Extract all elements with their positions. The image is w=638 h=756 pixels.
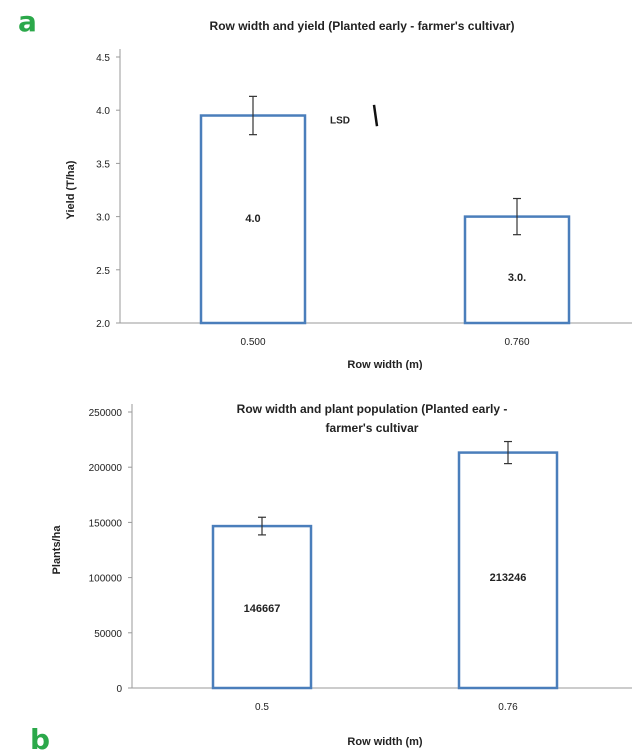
b-chart-title: farmer's cultivar — [326, 421, 419, 435]
a-y-tick-label: 2.5 — [96, 266, 110, 277]
b-y-tick-label: 200000 — [89, 463, 123, 474]
chart-yield: Row width and yield (Planted early - far… — [65, 19, 632, 370]
b-y-tick-label: 150000 — [89, 518, 123, 529]
a-bar — [199, 114, 307, 325]
b-bar — [211, 524, 313, 690]
b-y-tick-label: 0 — [116, 684, 122, 695]
b-y-tick-label: 100000 — [89, 574, 123, 585]
a-y-tick-label: 3.0 — [96, 213, 110, 224]
b-x-tick-label: 0.76 — [498, 702, 518, 713]
a-data-label: 3.0. — [508, 272, 526, 284]
b-data-label: 213246 — [490, 572, 527, 584]
b-bar — [457, 451, 559, 690]
a-x-axis-label: Row width (m) — [347, 359, 422, 370]
b-y-tick-label: 50000 — [94, 629, 122, 640]
b-chart-title: Row width and plant population (Planted … — [237, 402, 508, 416]
chart-population: Row width and plant population (Planted … — [51, 402, 632, 748]
a-y-tick-label: 4.5 — [96, 53, 110, 64]
a-y-tick-label: 4.0 — [96, 106, 110, 117]
lsd-bar — [372, 104, 379, 127]
b-data-label: 146667 — [244, 603, 281, 615]
lsd-label: LSD — [330, 116, 350, 127]
b-x-axis-label: Row width (m) — [347, 736, 422, 748]
panel-label-a: a — [18, 5, 37, 38]
a-x-tick-label: 0.760 — [504, 337, 529, 348]
panel-label-b: b — [30, 723, 51, 756]
a-chart-title: Row width and yield (Planted early - far… — [210, 19, 515, 33]
b-y-axis-label: Plants/ha — [51, 525, 63, 575]
b-x-tick-label: 0.5 — [255, 702, 269, 713]
a-y-axis-label: Yield (T/ha) — [65, 160, 77, 219]
a-y-tick-label: 3.5 — [96, 159, 110, 170]
a-y-tick-label: 2.0 — [96, 319, 110, 330]
a-data-label: 4.0 — [245, 213, 260, 225]
a-x-tick-label: 0.500 — [240, 337, 265, 348]
b-y-tick-label: 250000 — [89, 408, 123, 419]
